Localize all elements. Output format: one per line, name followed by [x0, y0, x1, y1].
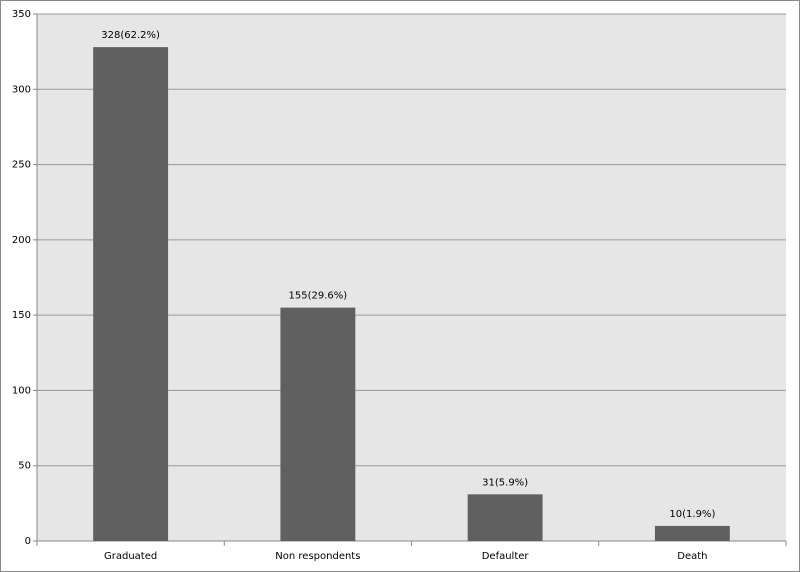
y-tick-label: 250 — [12, 160, 31, 171]
value-label: 31(5.9%) — [482, 477, 528, 488]
y-tick-label: 350 — [12, 9, 31, 20]
x-tick-label: Non respondents — [275, 551, 360, 562]
y-tick-label: 300 — [12, 84, 31, 95]
y-tick-label: 50 — [18, 461, 31, 472]
bar — [93, 47, 169, 542]
value-label: 155(29.6%) — [289, 291, 348, 302]
bar — [280, 307, 356, 541]
y-tick-label: 100 — [12, 385, 31, 396]
value-label: 328(62.2%) — [101, 30, 160, 41]
bar — [467, 494, 543, 541]
y-tick-label: 0 — [25, 536, 31, 547]
y-tick-label: 150 — [12, 310, 31, 321]
x-tick-label: Death — [677, 551, 707, 562]
value-label: 10(1.9%) — [669, 509, 715, 520]
bar — [654, 525, 730, 541]
y-tick-label: 200 — [12, 235, 31, 246]
x-tick-label: Graduated — [104, 551, 157, 562]
x-tick-label: Defaulter — [482, 551, 530, 562]
